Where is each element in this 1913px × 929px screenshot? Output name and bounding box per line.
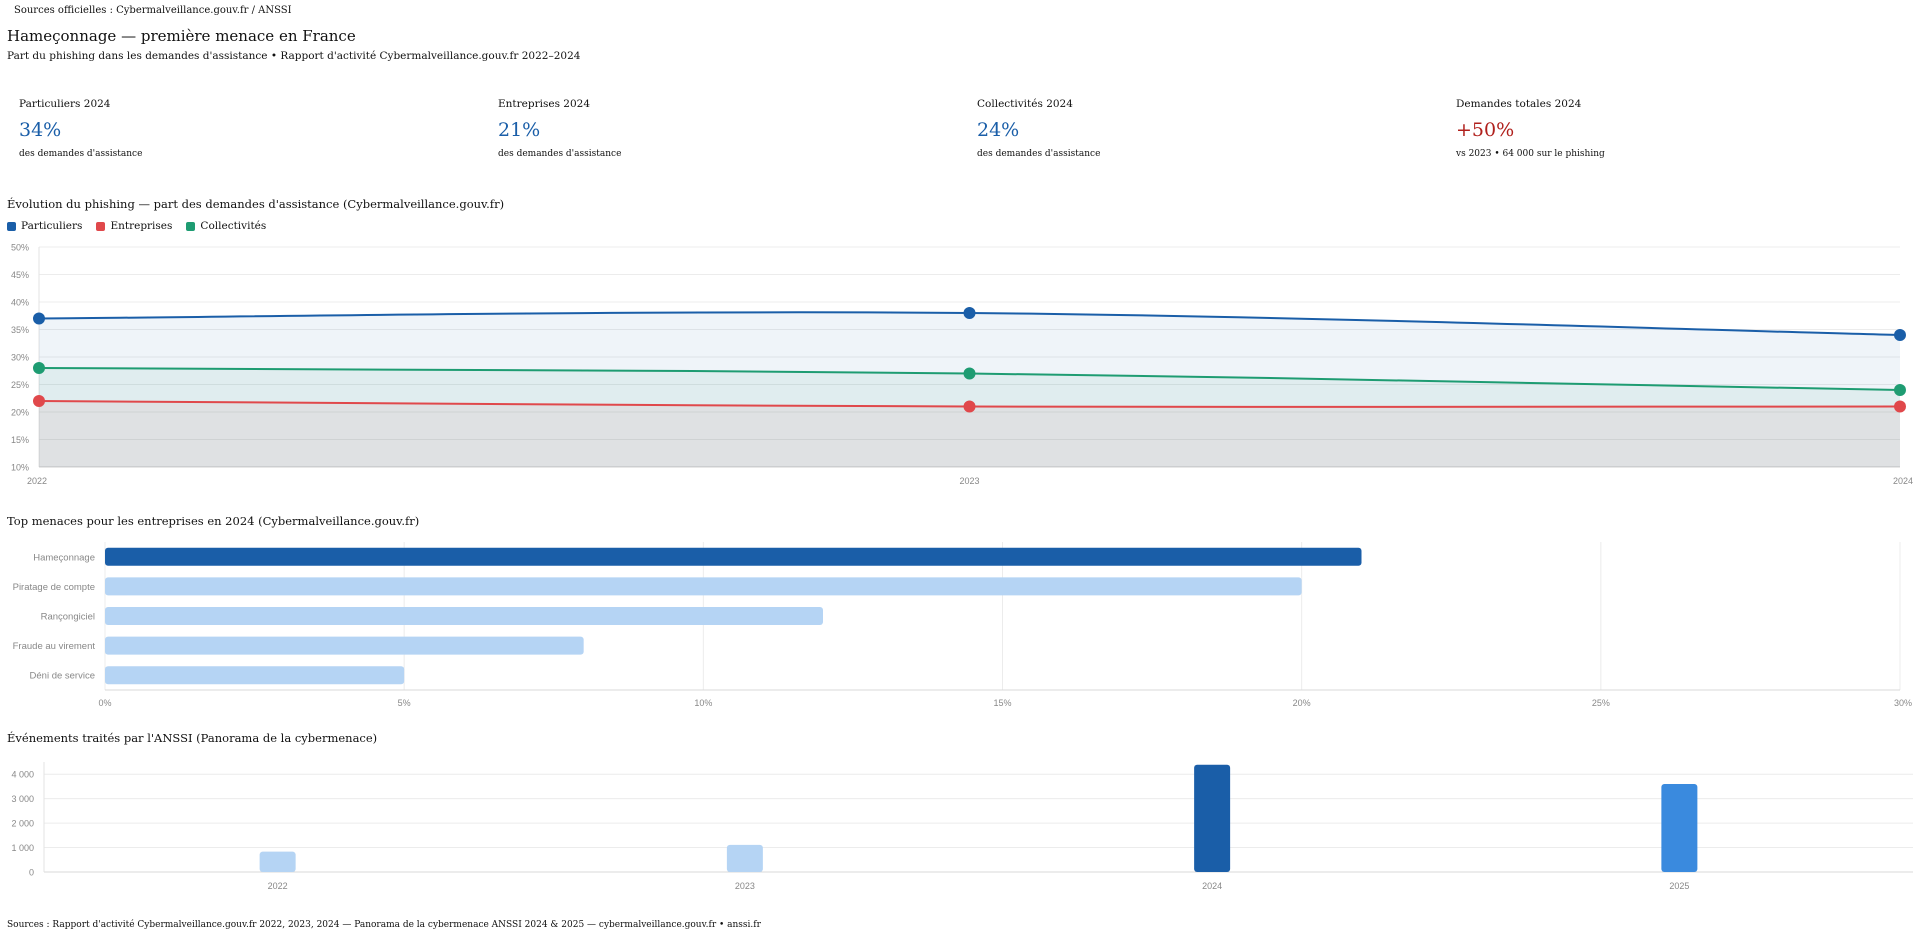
data-point [963, 307, 976, 319]
kpi-value: 24% [977, 119, 1020, 141]
hbar-chart-title: Top menaces pour les entreprises en 2024… [7, 514, 420, 528]
y-tick-label: 20% [11, 408, 29, 418]
legend-item-particuliers[interactable]: Particuliers [7, 220, 82, 232]
y-tick-label: 30% [11, 353, 29, 363]
kpi-value: 21% [498, 119, 541, 141]
data-point [33, 362, 45, 374]
legend-item-collectivites[interactable]: Collectivités [186, 220, 266, 232]
legend-swatch [7, 221, 16, 231]
x-tick-label: 25% [1592, 698, 1610, 708]
bar [105, 666, 405, 685]
vbar-chart: 0 1 000 2 000 3 000 4 000 2022 2023 2024 2025 [11, 762, 1913, 891]
kpi-card-entreprises: Entreprises 2024 21% des demandes d'assi… [498, 98, 968, 159]
data-point [33, 395, 45, 407]
kpi-card-demandes-totales: Demandes totales 2024 +50% vs 2023 • 64 … [1456, 98, 1913, 159]
kpi-card-collectivites: Collectivités 2024 24% des demandes d'as… [977, 98, 1447, 159]
category-label: Fraude au virement [13, 641, 96, 652]
bar [105, 547, 1362, 566]
y-tick-label: 45% [11, 270, 29, 280]
kpi-note: vs 2023 • 64 000 sur le phishing [1456, 149, 1605, 159]
kpi-label: Particuliers 2024 [19, 98, 111, 110]
x-tick-label: 2024 [1202, 881, 1222, 891]
legend-label: Collectivités [200, 220, 267, 232]
legend-label: Entreprises [110, 220, 173, 232]
y-tick-label: 2 000 [11, 819, 34, 829]
x-tick-label: 2023 [735, 881, 755, 891]
y-tick-label: 35% [11, 325, 29, 335]
data-point [1894, 384, 1906, 396]
bar [105, 636, 584, 655]
kpi-label: Demandes totales 2024 [1456, 98, 1582, 110]
y-tick-label: 4 000 [11, 770, 34, 780]
hbar-chart: 0% 5% 10% 15% 20% 25% 30% Hameçonnage Piratage d… [13, 542, 1912, 708]
footer-sources: Sources : Rapport d'activité Cybermalvei… [7, 920, 761, 929]
data-point [963, 400, 976, 413]
x-tick-label: 10% [694, 698, 712, 708]
data-point [1894, 329, 1906, 341]
x-tick-label: 30% [1894, 698, 1912, 708]
series-area [39, 401, 1900, 467]
bar [1194, 764, 1231, 872]
y-tick-label: 50% [11, 243, 29, 253]
kpi-label: Entreprises 2024 [498, 98, 591, 110]
series-area [39, 312, 1900, 467]
bar [105, 577, 1302, 596]
x-tick-label: 2022 [27, 476, 47, 486]
legend-swatch [186, 221, 196, 231]
line-chart: 10% 15% 20% 25% 30% 35% 40% 45% 50% 2022 2023 2024 [11, 243, 1913, 487]
y-tick-label: 25% [11, 380, 29, 390]
x-tick-label: 2022 [268, 881, 288, 891]
data-point [963, 367, 976, 380]
x-tick-label: 15% [993, 698, 1011, 708]
data-point [1894, 400, 1906, 413]
kpi-label: Collectivités 2024 [977, 98, 1073, 110]
x-tick-label: 2023 [959, 476, 979, 486]
page-subtitle: Part du phishing dans les demandes d'ass… [7, 50, 581, 62]
bar [105, 607, 823, 625]
y-tick-label: 15% [11, 435, 29, 445]
kpi-value: +50% [1456, 119, 1515, 141]
kpi-note: des demandes d'assistance [977, 149, 1101, 159]
x-tick-label: 20% [1293, 698, 1311, 708]
category-label: Déni de service [30, 671, 95, 682]
vbar-chart-title: Événements traités par l'ANSSI (Panorama… [7, 731, 378, 745]
line-chart-title: Évolution du phishing — part des demande… [7, 197, 505, 211]
y-tick-label: 1 000 [11, 843, 34, 853]
line-chart-legend: Particuliers Entreprises Collectivités [7, 220, 266, 232]
x-tick-label: 0% [98, 698, 111, 708]
y-tick-label: 0 [29, 868, 34, 878]
y-tick-label: 3 000 [11, 794, 34, 804]
x-tick-label: 5% [398, 698, 411, 708]
category-label: Piratage de compte [13, 582, 95, 593]
kpi-value: 34% [19, 119, 62, 141]
y-tick-label: 40% [11, 298, 29, 308]
kpi-card-particuliers: Particuliers 2024 34% des demandes d'ass… [19, 98, 489, 159]
legend-label: Particuliers [21, 220, 83, 232]
sources-top-bar: Sources officielles : Cybermalveillance.… [14, 5, 292, 16]
kpi-note: des demandes d'assistance [19, 149, 143, 159]
category-label: Rançongiciel [41, 612, 95, 623]
legend-swatch [96, 221, 106, 231]
x-tick-label: 2025 [1669, 881, 1689, 891]
bar [259, 851, 296, 872]
page-title: Hameçonnage — première menace en France [7, 27, 356, 45]
bar [1661, 784, 1698, 872]
y-tick-label: 10% [11, 463, 29, 473]
kpi-note: des demandes d'assistance [498, 149, 622, 159]
data-point [33, 312, 45, 325]
series-area [39, 368, 1900, 467]
legend-item-entreprises[interactable]: Entreprises [96, 220, 172, 232]
x-tick-label: 2024 [1893, 476, 1913, 486]
category-label: Hameçonnage [33, 552, 95, 563]
bar [726, 844, 763, 872]
